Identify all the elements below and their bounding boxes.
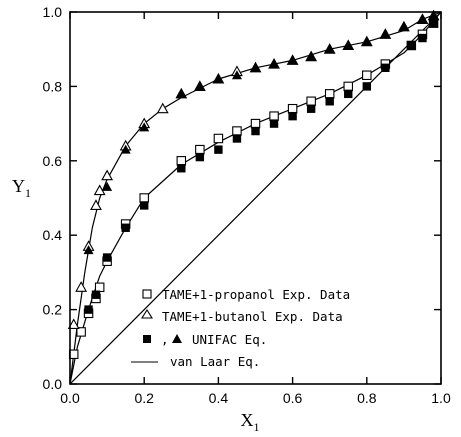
data-point-open-triangle (75, 281, 88, 292)
y-tick-label: 0.0 (43, 376, 63, 392)
data-point-open-square (195, 144, 205, 155)
data-point-filled-square (121, 223, 130, 232)
y-tick-label: 0.8 (43, 78, 63, 94)
data-point-filled-triangle (176, 88, 187, 98)
data-point-filled-square (102, 253, 112, 262)
data-point-filled-square (418, 33, 427, 43)
data-point-open-square (213, 133, 224, 144)
y-tick-label: 1.0 (43, 4, 63, 20)
data-point-filled-triangle (343, 40, 354, 50)
data-point-open-square (176, 156, 187, 166)
data-point-open-square (287, 103, 298, 114)
data-point-filled-triangle (417, 14, 428, 24)
data-point-open-triangle (101, 169, 114, 181)
data-point-open-square (343, 81, 353, 92)
legend-label-butanol: TAME+1-butanol Exp. Data (162, 309, 343, 324)
data-point-filled-triangle (380, 29, 391, 39)
legend-label-unifac: UNIFAC Eq. (192, 332, 267, 347)
x-tick-label: 1.0 (431, 390, 451, 406)
x-tick-label: 0.6 (283, 390, 303, 406)
data-point-filled-triangle (120, 144, 131, 154)
tick-labels: 0.0 0.2 0.4 0.6 0.8 1.0 0.0 0.2 0.4 0.6 0.8 1.0 (43, 4, 451, 406)
data-point-open-square (362, 70, 372, 80)
data-point-filled-triangle (231, 70, 242, 80)
x-tick-label: 0.4 (209, 390, 229, 406)
legend-item-van-laar: van Laar Eq. (131, 354, 260, 369)
legend-item-propanol: TAME+1-propanol Exp. Data (142, 287, 350, 302)
series-line-5 (69, 11, 442, 385)
data-point-filled-triangle (139, 122, 150, 132)
y-tick-label: 0.2 (43, 302, 63, 318)
data-point-filled-square (232, 134, 242, 143)
data-point-open-square (324, 89, 335, 99)
data-point-filled-square (195, 152, 205, 162)
data-point-filled-triangle (269, 59, 280, 69)
data-point-filled-triangle (287, 55, 298, 65)
data-point-open-triangle (93, 184, 106, 196)
data-point-open-triangle (67, 318, 80, 330)
legend-label-propanol: TAME+1-propanol Exp. Data (162, 287, 350, 302)
data-point-open-square (139, 193, 149, 203)
data-point-open-square (232, 126, 242, 136)
data-point-filled-triangle (83, 245, 94, 255)
legend-filled-triangle-marker (172, 334, 182, 343)
data-point-filled-square (429, 18, 438, 28)
legend-item-butanol: TAME+1-butanol Exp. Data (141, 308, 343, 324)
legend-unifac-separator: , (161, 332, 169, 347)
x-tick-label: 0.8 (357, 390, 377, 406)
data-point-open-triangle (90, 199, 102, 210)
data-point-open-triangle (156, 102, 169, 114)
x-axis-label-main: X (241, 410, 254, 430)
data-point-filled-square (269, 119, 279, 128)
data-point-filled-square (177, 164, 186, 173)
x-tick-label: 0.2 (134, 390, 154, 406)
y-axis-label-sub: 1 (25, 186, 31, 200)
x-axis-label: X1 (241, 410, 260, 434)
data-point-filled-triangle (194, 81, 205, 91)
legend-filled-square-marker (143, 335, 151, 343)
data-point-filled-square (251, 126, 260, 136)
data-point-filled-triangle (324, 44, 335, 54)
series-line-6 (69, 11, 442, 385)
legend-open-triangle-marker (141, 308, 153, 319)
data-point-filled-square (362, 82, 371, 91)
y-tick-label: 0.4 (43, 227, 63, 243)
data-point-open-square (250, 118, 261, 129)
data-point-filled-triangle (102, 181, 113, 191)
x-axis-label-sub: 1 (254, 420, 260, 434)
legend-label-van-laar: van Laar Eq. (170, 354, 260, 369)
data-point-open-square (94, 282, 105, 293)
y-axis-label: Y1 (12, 176, 31, 200)
data-point-filled-triangle (250, 62, 261, 72)
data-point-filled-triangle (306, 51, 317, 61)
data-point-filled-square (91, 290, 101, 299)
data-point-filled-square (407, 41, 416, 50)
data-point-filled-triangle (428, 10, 439, 20)
legend-open-square-marker (142, 289, 152, 299)
data-point-filled-triangle (361, 36, 372, 46)
data-point-open-square (306, 96, 316, 107)
data-point-open-square (76, 327, 86, 337)
data-point-filled-square (306, 104, 316, 113)
y-axis-label-main: Y (12, 176, 25, 196)
data-point-open-square (269, 111, 279, 121)
plot-frame (69, 11, 442, 385)
data-point-filled-square (344, 89, 353, 99)
legend-item-unifac: , UNIFAC Eq. (143, 332, 267, 347)
data-point-filled-square (214, 145, 223, 154)
data-point-filled-square (325, 97, 334, 106)
data-point-filled-triangle (213, 73, 224, 83)
data-point-filled-square (381, 63, 390, 72)
y-tick-label: 0.6 (43, 153, 63, 169)
data-point-filled-square (288, 111, 297, 121)
data-point-filled-square (140, 201, 149, 210)
plot-markers (67, 9, 440, 359)
legend: TAME+1-propanol Exp. Data TAME+1-butanol… (131, 287, 350, 369)
x-tick-label: 0.0 (60, 390, 80, 406)
axis-ticks (69, 11, 442, 385)
data-point-filled-triangle (398, 21, 409, 31)
data-point-filled-square (84, 305, 93, 314)
